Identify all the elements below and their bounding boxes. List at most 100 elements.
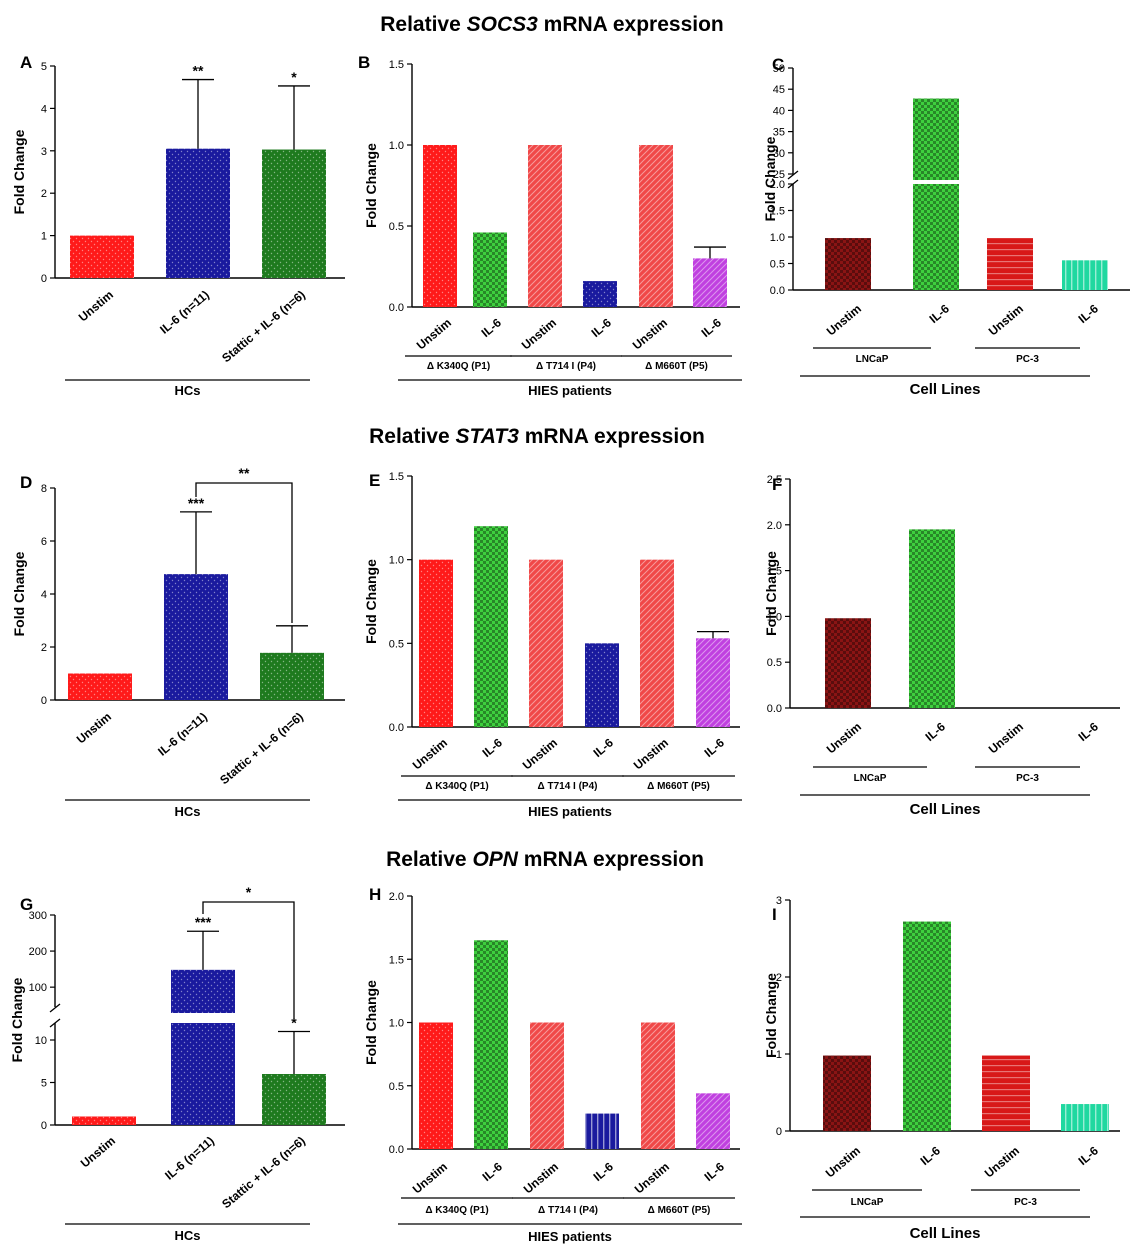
group-label-cell-lines: Cell Lines	[910, 381, 981, 398]
x-category-label: Unstim	[76, 288, 116, 325]
bar	[909, 529, 955, 708]
y-tick-label: 2.0	[767, 520, 782, 532]
subgroup-label: LNCaP	[851, 1197, 884, 1208]
y-axis-label: Fold Change	[11, 129, 27, 214]
x-category-label: Unstim	[986, 302, 1026, 339]
x-category-label: IL-6	[589, 315, 615, 340]
x-category-label: IL-6	[591, 1159, 617, 1184]
axis-break	[49, 1018, 61, 1028]
bar	[825, 618, 871, 708]
bar	[982, 1055, 1030, 1131]
x-category-label: IL-6 (n=11)	[155, 710, 210, 759]
axis-break	[49, 1003, 61, 1013]
panel-label: B	[358, 53, 370, 72]
y-tick-label: 2.0	[770, 179, 785, 191]
comparison-bracket	[195, 482, 293, 623]
subgroup-label: Δ T714 I (P4)	[538, 1205, 598, 1216]
row-title-socs3: Relative SOCS3 mRNA expression	[380, 13, 724, 36]
x-category-label: Stattic + IL-6 (n=6)	[219, 1134, 308, 1212]
bar	[262, 149, 326, 278]
y-tick-label: 3	[776, 895, 782, 907]
x-category-label: Unstim	[823, 1144, 863, 1181]
subgroup-label: Δ M660T (P5)	[645, 361, 708, 372]
bar	[166, 148, 230, 278]
panel-label: I	[772, 905, 777, 924]
subgroup-label: Δ M660T (P5)	[648, 1205, 711, 1216]
y-tick-label: 1.5	[389, 954, 404, 966]
y-tick-label: 1.0	[767, 611, 782, 623]
x-category-label: IL-6	[480, 1159, 506, 1184]
y-tick-label: 8	[41, 483, 47, 495]
group-label-hcs: HCs	[174, 804, 200, 819]
bar	[825, 238, 871, 290]
x-category-label: IL-6	[927, 301, 953, 326]
y-tick-label: 6	[41, 536, 47, 548]
y-tick-label: 1	[776, 1049, 782, 1061]
y-tick-label: 40	[773, 105, 785, 117]
significance-marker: ***	[195, 914, 212, 930]
y-axis-label: Fold Change	[762, 136, 778, 221]
x-category-label: Stattic + IL-6 (n=6)	[217, 710, 306, 788]
x-category-label: IL-6	[1076, 301, 1102, 326]
y-tick-label: 2	[41, 642, 47, 654]
y-tick-label: 0.0	[767, 703, 782, 715]
y-tick-label: 45	[773, 84, 785, 96]
y-tick-label: 1	[41, 231, 47, 243]
y-tick-label: 5	[41, 61, 47, 73]
y-axis-label: Fold Change	[763, 551, 779, 636]
y-tick-label: 25	[773, 169, 785, 181]
panel-label: G	[20, 895, 33, 914]
subgroup-label: Δ K340Q (P1)	[425, 1205, 488, 1216]
bar	[530, 1022, 564, 1149]
x-category-label: IL-6	[1076, 719, 1102, 744]
panel-label: F	[772, 475, 782, 494]
y-tick-label: 10	[35, 1035, 47, 1047]
y-axis-label: Fold Change	[363, 559, 379, 644]
subgroup-label: Δ K340Q (P1)	[427, 361, 490, 372]
x-category-label: IL-6	[480, 735, 506, 760]
y-tick-label: 2.5	[767, 474, 782, 486]
x-category-label: Unstim	[74, 710, 114, 747]
x-category-label: IL-6	[923, 719, 949, 744]
group-label-hies: HIES patients	[528, 804, 612, 819]
panel-label: D	[20, 473, 32, 492]
y-tick-label: 5	[41, 1078, 47, 1090]
bar	[72, 1116, 136, 1125]
bar	[68, 673, 132, 700]
group-label-hcs: HCs	[174, 1228, 200, 1243]
y-tick-label: 0	[776, 1126, 782, 1138]
bar	[696, 638, 730, 727]
y-tick-label: 0	[41, 695, 47, 707]
y-tick-label: 2	[776, 972, 782, 984]
bar	[474, 526, 508, 727]
x-category-label: Unstim	[986, 720, 1026, 757]
x-category-label: Unstim	[630, 316, 670, 353]
panel-h: H 0.0 0.5 1.0 1.5 2.0 Fold Change Unstim IL-6 Uns…	[363, 885, 742, 1244]
subgroup-label: Δ K340Q (P1)	[425, 781, 488, 792]
x-category-label: IL-6	[702, 735, 728, 760]
panel-e: E 0.0 0.5 1.0 1.5 Fold Change Unstim IL-6 Unstim…	[363, 471, 742, 819]
panel-label: H	[369, 885, 381, 904]
y-axis-label: Fold Change	[763, 973, 779, 1058]
y-tick-label: 0.5	[770, 259, 785, 271]
y-tick-label: 0.0	[770, 285, 785, 297]
y-tick-label: 0.5	[389, 1081, 404, 1093]
x-category-label: IL-6 (n=11)	[157, 288, 212, 337]
bar	[1061, 1104, 1109, 1131]
bar	[903, 921, 951, 1131]
bar	[474, 940, 508, 1149]
x-category-label: IL-6	[1076, 1143, 1102, 1168]
y-tick-label: 4	[41, 589, 47, 601]
subgroup-label: LNCaP	[854, 773, 887, 784]
x-category-label: IL-6	[918, 1143, 944, 1168]
y-axis-label: Fold Change	[363, 143, 379, 228]
x-category-label: Unstim	[982, 1144, 1022, 1181]
bar-upper-segment	[171, 969, 235, 1013]
bar	[1062, 260, 1108, 290]
x-category-label: Unstim	[632, 1160, 672, 1197]
group-label-hies: HIES patients	[528, 383, 612, 398]
panel-i: I 0 1 2 3 Fold Change Unstim IL-6 Unstim IL-6 LNCa…	[763, 895, 1120, 1242]
